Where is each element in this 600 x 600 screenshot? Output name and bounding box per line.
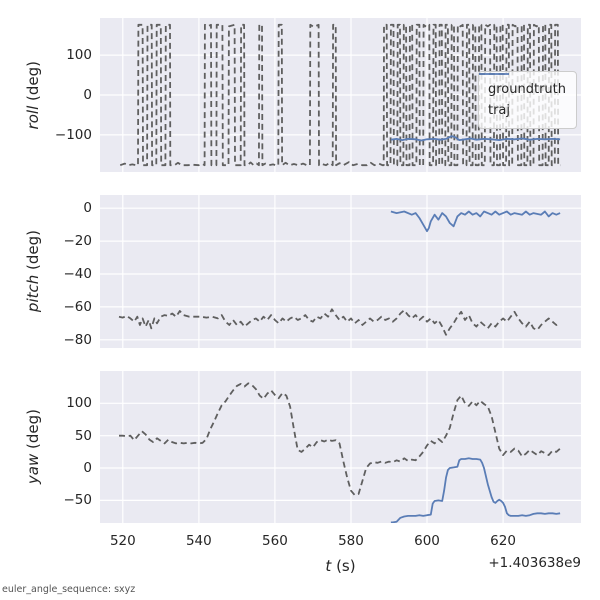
roll-y-tick-label: −100: [54, 126, 92, 143]
x-tick-label: 580: [338, 533, 364, 549]
yaw-groundtruth-line: [119, 382, 561, 497]
legend-entry-groundtruth: groundtruth: [478, 73, 566, 100]
pitch-y-tick-label: −40: [63, 265, 93, 282]
pitch-y-tick-label: −20: [63, 233, 93, 250]
roll-subplot: 100 0 −100 groundtruth traj: [55, 18, 581, 172]
roll-y-tick-label: 0: [83, 87, 92, 103]
legend: groundtruth traj: [477, 71, 577, 129]
x-tick-label: 600: [414, 533, 440, 549]
x-tick-label: 560: [262, 533, 288, 549]
x-tick-label: 540: [185, 533, 212, 549]
pitch-y-tick-label: −80: [63, 331, 93, 348]
roll-y-tick-label: 100: [66, 47, 92, 64]
yaw-axis-label: yaw (deg): [24, 409, 42, 485]
pitch-y-tick-label: −60: [63, 298, 93, 315]
pitch-traj-line: [390, 210, 561, 233]
pitch-groundtruth-line: [118, 308, 561, 336]
yaw-plot-canvas: [100, 371, 581, 523]
pitch-subplot: 0 −20 −40 −60 −80: [64, 195, 581, 348]
euler-sequence-footnote: euler_angle_sequence: sxyz: [2, 584, 136, 595]
x-tick-label: 520: [109, 533, 136, 549]
yaw-y-tick-label: 0: [83, 460, 92, 477]
x-axis-label: t (s): [325, 557, 356, 575]
legend-label-traj: traj: [487, 103, 511, 118]
roll-axis-label: roll (deg): [24, 60, 42, 130]
roll-traj-line: [390, 135, 561, 142]
pitch-y-tick-label: 0: [83, 200, 92, 217]
yaw-y-tick-label: 100: [66, 395, 92, 412]
pitch-axis-label: pitch (deg): [24, 230, 42, 313]
x-axis-offset-text: +1.403638e9: [488, 555, 581, 571]
pitch-plot-canvas: [100, 195, 581, 348]
legend-label-groundtruth: groundtruth: [487, 82, 566, 97]
roll-groundtruth-line: [119, 23, 561, 167]
yaw-y-tick-label: 50: [74, 427, 92, 444]
traj-solid-line-sample-icon: [478, 73, 509, 75]
x-tick-label: 620: [490, 533, 516, 549]
x-tick-labels: 520 540 560 580 600 620: [100, 533, 581, 551]
legend-entry-traj: traj: [478, 73, 566, 121]
yaw-y-tick-label: −50: [63, 492, 93, 509]
yaw-subplot: 100 50 0 −50: [64, 371, 581, 523]
yaw-traj-line: [390, 457, 561, 523]
